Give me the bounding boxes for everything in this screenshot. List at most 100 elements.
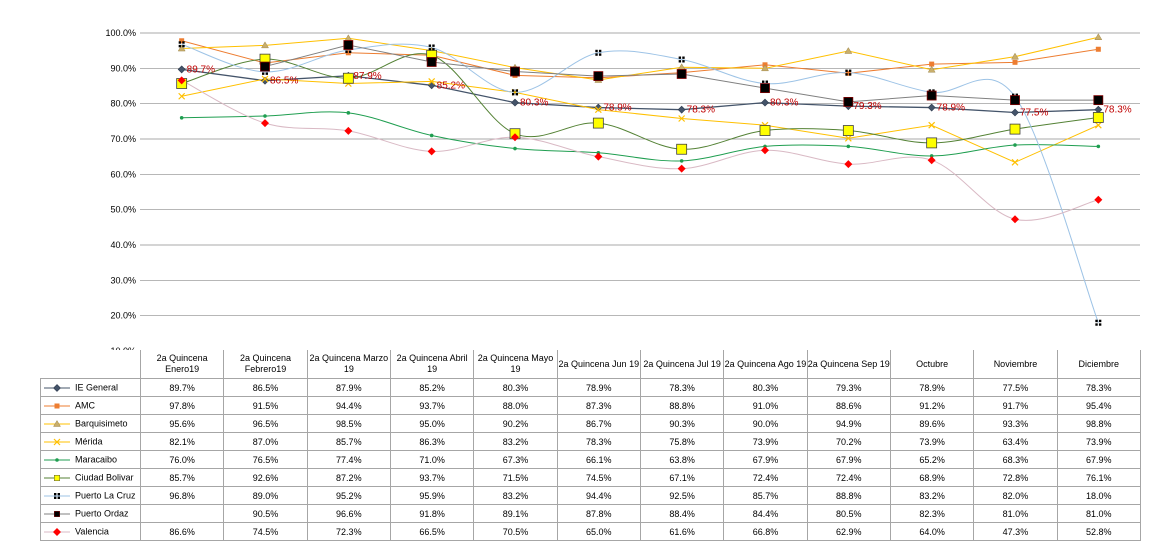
data-point-barquisimeto [927,65,936,73]
table-cell: 89.0% [223,486,308,505]
table-cell: 72.4% [723,468,808,487]
table-cell: 78.3% [556,432,641,451]
gridlines [140,32,1140,317]
table-cell: 93.7% [389,396,475,415]
table-cell: 86.6% [139,522,225,541]
data-point-valencia [761,146,769,155]
y-tick-label: 20.0% [110,311,136,321]
y-tick-label: 100.0% [105,28,136,38]
data-point-puerto-la-cruz [428,44,435,51]
data-point-barquisimeto [261,41,269,49]
legend-key-icon [44,403,70,409]
table-cell: 95.6% [139,414,225,433]
legend-entry: IE General [40,378,141,397]
table-cell: 78.3% [639,378,725,397]
series-line-barquisimeto [181,36,1099,81]
data-point-maracaibo [429,133,434,138]
table-cell: 91.5% [223,396,308,415]
legend-marker [53,527,61,536]
marker-layer [176,33,1104,326]
table-cell: 70.5% [473,522,558,541]
y-tick-label: 60.0% [110,169,136,179]
data-point-puerto-la-cruz [178,41,185,48]
table-cell: 78.9% [889,378,975,397]
data-point-ie-general [761,98,769,107]
data-point-merida [428,77,436,85]
data-point-valencia [677,164,686,173]
table-cell: 82.3% [889,504,975,523]
table-cell: 95.0% [389,414,475,433]
data-point-ciudad-bolivar [1009,123,1021,135]
table-cell: 82.1% [139,432,225,451]
data-point-ie-general [177,65,186,74]
category-label: 2a Quincena Jul 19 [639,350,725,379]
table-cell [139,504,225,523]
table-corner [40,350,141,379]
data-point-maracaibo [513,146,517,151]
table-cell: 95.2% [306,486,391,505]
table-cell: 93.3% [973,414,1058,433]
data-label: 77.5% [1020,108,1048,119]
y-tick-label: 90.0% [110,63,136,73]
table-row: Puerto Ordaz 90.5% 96.6% 91.8% 89.1% 87.8% 88.… [40,504,1141,523]
data-label: 86.5% [270,76,298,87]
table-cell: 89.7% [139,378,225,397]
table-cell: 68.3% [973,450,1058,469]
table-row: Mérida 82.1% 87.0% 85.7% 86.3% 83.2% 78.3% 75.8… [40,432,1141,451]
legend-entry: Valencia [40,522,141,541]
data-label: 85.2% [437,80,465,91]
data-label: 78.9% [603,103,631,114]
legend-entry: Maracaibo [40,450,141,469]
table-cell: 72.8% [973,468,1058,487]
table-cell: 67.9% [806,450,891,469]
legend-key-icon [44,527,70,536]
table-cell: 82.0% [973,486,1058,505]
table-cell: 87.2% [306,468,391,487]
data-point-merida [928,121,936,129]
data-point-amc [929,61,935,67]
table-cell: 76.5% [223,450,308,469]
data-label: 80.3% [520,98,548,109]
table-cell: 79.3% [806,378,891,397]
category-label: Noviembre [973,350,1058,379]
table-cell: 64.0% [889,522,975,541]
table-cell: 83.2% [889,486,975,505]
table-cell: 71.5% [473,468,558,487]
data-label: 78.3% [687,105,715,116]
table-cell: 77.4% [306,450,391,469]
data-point-maracaibo [679,159,684,163]
table-cell: 90.3% [639,414,725,433]
category-label: Octubre [889,350,975,379]
table-cell: 91.8% [389,504,475,523]
table-cell: 80.3% [473,378,558,397]
legend-entry: Barquisimeto [40,414,141,433]
series-name: Puerto La Cruz [75,490,136,501]
legend-entry: Puerto Ordaz [40,504,141,523]
series-name: Puerto Ordaz [75,508,129,519]
legend-marker [54,510,60,517]
y-tick-label: 40.0% [110,240,136,250]
data-point-amc [179,38,185,44]
data-point-puerto-ordaz [426,57,437,67]
series-name: Ciudad Bolivar [75,472,134,483]
data-point-valencia [1094,195,1103,204]
category-label: 2a Quincena Jun 19 [556,350,641,379]
series-name: AMC [75,400,95,411]
data-point-ie-general [594,103,603,112]
table-cell: 63.8% [639,450,725,469]
category-label: Diciembre [1056,350,1141,379]
data-point-barquisimeto [344,34,353,42]
table-cell: 92.6% [223,468,308,487]
data-point-maracaibo [1013,143,1017,147]
series-name: Barquisimeto [75,418,128,429]
table-cell: 72.3% [306,522,391,541]
legend-marker [54,474,60,481]
data-label: 78.3% [1103,105,1131,116]
table-cell: 66.8% [723,522,808,541]
table-cell: 90.5% [223,504,308,523]
table-cell: 88.4% [639,504,725,523]
data-point-valencia [1011,215,1019,224]
data-point-ciudad-bolivar [592,117,604,129]
data-point-barquisimeto [844,47,853,54]
data-label: 78.9% [937,103,965,114]
